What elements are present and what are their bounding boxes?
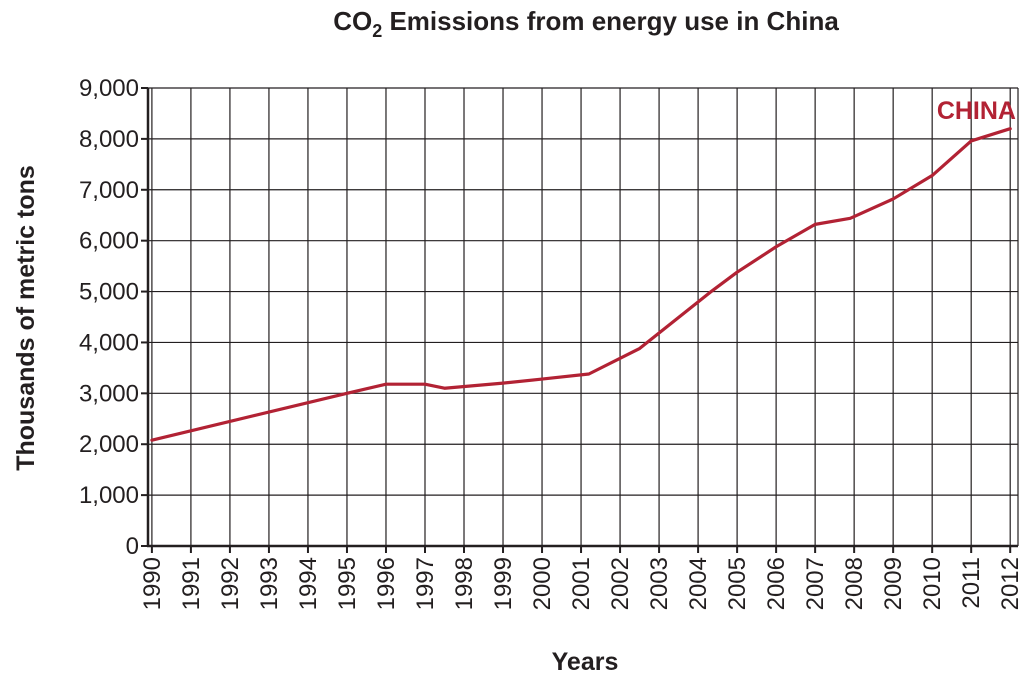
x-tick-label: 2000 — [529, 557, 556, 610]
y-tick-label: 7,000 — [79, 177, 139, 204]
chart-title-subscript: 2 — [372, 21, 382, 41]
x-tick-label: 2005 — [724, 557, 751, 610]
x-tick-label: 2003 — [646, 557, 673, 610]
data-point — [638, 347, 641, 350]
data-point — [891, 197, 895, 201]
y-axis-title: Thousands of metric tons — [12, 165, 40, 471]
y-tick-label: 3,000 — [79, 380, 139, 407]
y-tick-label: 1,000 — [79, 482, 139, 509]
data-point — [540, 377, 544, 381]
data-point — [443, 387, 446, 390]
x-axis-title: Years — [552, 648, 619, 676]
data-point — [587, 372, 591, 376]
x-tick-label: 2001 — [568, 557, 595, 610]
data-point — [1008, 127, 1012, 130]
x-tick-label: 2011 — [958, 557, 985, 609]
x-tick-label: 2009 — [880, 557, 907, 610]
x-tick-label: 2008 — [841, 557, 868, 610]
x-tick-label: 2002 — [607, 557, 634, 610]
data-point — [774, 245, 778, 248]
x-tick-label: 1992 — [217, 557, 244, 610]
x-tick-label: 1991 — [178, 557, 205, 610]
chart-title-prefix: CO — [333, 6, 372, 36]
x-tick-label: 2012 — [997, 557, 1021, 610]
y-tick-label: 8,000 — [79, 126, 139, 153]
data-point — [930, 174, 934, 177]
series-label-china: CHINA — [937, 97, 1016, 125]
tick-labels: 0 1,000 2,000 3,000 4,000 5,000 6,000 7,000 8,00… — [79, 75, 1021, 610]
y-tick-label: 4,000 — [79, 329, 139, 356]
x-tick-label: 1990 — [139, 557, 166, 610]
x-tick-label: 2006 — [763, 557, 790, 610]
x-tick-label: 2004 — [685, 557, 712, 610]
x-tick-label: 1997 — [412, 557, 439, 610]
x-tick-label: 2010 — [919, 557, 946, 610]
x-tick-label: 1995 — [334, 557, 361, 610]
x-tick-label: 1996 — [373, 557, 400, 610]
data-point — [423, 382, 427, 386]
data-point — [708, 291, 711, 294]
data-point — [384, 382, 388, 386]
y-tick-label: 2,000 — [79, 431, 139, 458]
data-point — [969, 139, 973, 143]
data-point — [849, 217, 852, 220]
chart-title-suffix: Emissions from energy use in China — [382, 6, 839, 36]
data-point — [345, 392, 349, 395]
chart-title: CO2 Emissions from energy use in China — [333, 6, 839, 41]
grid — [148, 87, 1019, 546]
y-tick-label: 9,000 — [79, 75, 139, 102]
data-point — [150, 438, 154, 442]
y-tick-label: 5,000 — [79, 279, 139, 306]
y-tick-label: 6,000 — [79, 228, 139, 255]
series-line-china — [150, 127, 1012, 442]
x-tick-label: 1993 — [256, 557, 283, 610]
data-point — [735, 271, 739, 274]
axes — [141, 87, 1018, 553]
x-tick-label: 1994 — [295, 557, 322, 610]
y-tick-label: 0 — [126, 533, 139, 560]
data-point — [813, 223, 817, 226]
data-point — [501, 381, 505, 385]
x-tick-label: 1998 — [451, 557, 478, 610]
x-tick-label: 1999 — [490, 557, 517, 610]
x-tick-label: 2007 — [802, 557, 829, 610]
series-group: CHINA — [150, 97, 1016, 442]
